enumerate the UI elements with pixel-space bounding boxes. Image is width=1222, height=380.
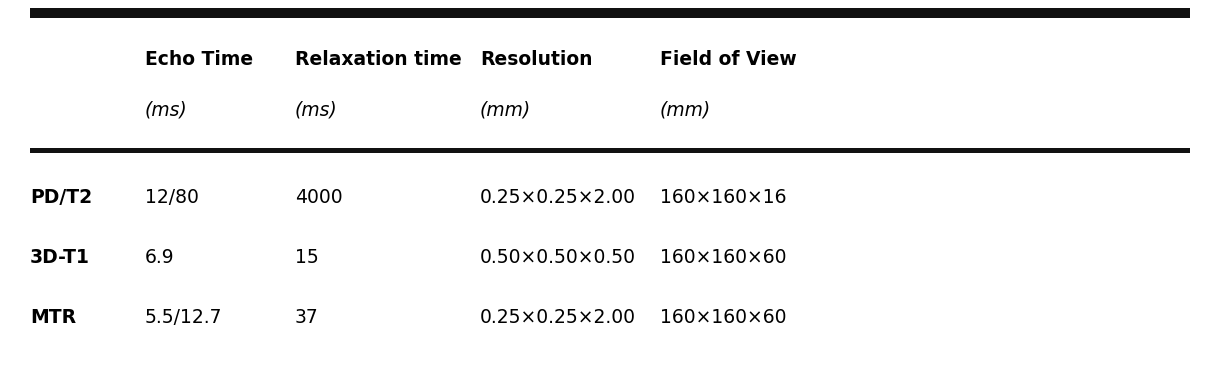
Bar — [31, 148, 1190, 153]
Text: MTR: MTR — [31, 308, 76, 327]
Text: 160×160×60: 160×160×60 — [660, 308, 787, 327]
Text: Echo Time: Echo Time — [145, 50, 253, 69]
Text: 37: 37 — [295, 308, 319, 327]
Text: 0.25×0.25×2.00: 0.25×0.25×2.00 — [480, 308, 635, 327]
Text: 160×160×60: 160×160×60 — [660, 248, 787, 267]
Text: (ms): (ms) — [145, 100, 188, 119]
Text: Relaxation time: Relaxation time — [295, 50, 462, 69]
Text: Field of View: Field of View — [660, 50, 797, 69]
Text: PD/T2: PD/T2 — [31, 188, 92, 207]
Text: 160×160×16: 160×160×16 — [660, 188, 787, 207]
Text: 5.5/12.7: 5.5/12.7 — [145, 308, 222, 327]
Text: (mm): (mm) — [660, 100, 711, 119]
Text: 6.9: 6.9 — [145, 248, 175, 267]
Text: 15: 15 — [295, 248, 319, 267]
Text: 0.50×0.50×0.50: 0.50×0.50×0.50 — [480, 248, 635, 267]
Text: 3D-T1: 3D-T1 — [31, 248, 90, 267]
Text: 12/80: 12/80 — [145, 188, 199, 207]
Text: 4000: 4000 — [295, 188, 342, 207]
Bar — [31, 8, 1190, 18]
Text: (ms): (ms) — [295, 100, 337, 119]
Text: 0.25×0.25×2.00: 0.25×0.25×2.00 — [480, 188, 635, 207]
Text: Resolution: Resolution — [480, 50, 593, 69]
Text: (mm): (mm) — [480, 100, 532, 119]
